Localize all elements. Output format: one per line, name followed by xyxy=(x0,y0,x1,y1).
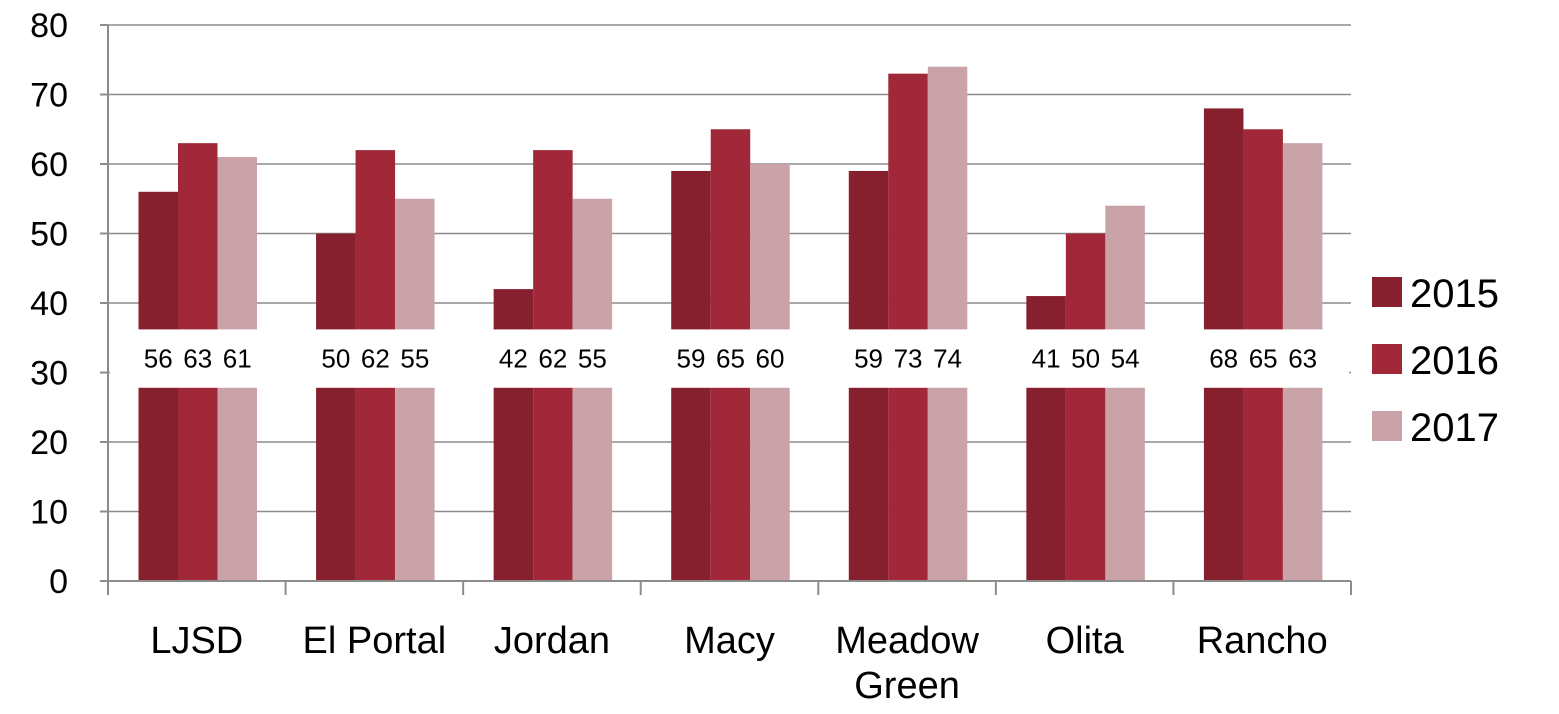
data-label: 55 xyxy=(400,344,429,374)
data-label: 42 xyxy=(499,344,528,374)
y-tick-label: 70 xyxy=(30,77,68,115)
x-tick-label: Rancho xyxy=(1197,620,1328,662)
data-label: 60 xyxy=(756,344,785,374)
y-tick-label: 0 xyxy=(49,563,68,601)
x-tick-label: LJSD xyxy=(150,620,243,662)
data-label: 59 xyxy=(677,344,706,374)
bar-2017 xyxy=(572,198,613,581)
data-label: 65 xyxy=(1249,344,1278,374)
axes xyxy=(100,24,1352,595)
bar-2016 xyxy=(1065,233,1106,581)
data-label-band: 56 63 61 50 62 55 42 62 55 59 65 60 59 73 74 41 50 54 68 65… xyxy=(110,329,1349,388)
x-tick-label: Jordan xyxy=(494,620,610,662)
data-label: 41 xyxy=(1032,344,1061,374)
labels: 0 10 20 30 40 50 60 70 80 LJSD El Portal Jordan Macy… xyxy=(30,7,1328,707)
y-tick-label: 80 xyxy=(30,7,68,45)
x-tick-label: El Portal xyxy=(303,620,447,662)
data-label: 63 xyxy=(183,344,212,374)
data-label: 50 xyxy=(321,344,350,374)
data-label: 65 xyxy=(716,344,745,374)
legend-label-2016: 2016 xyxy=(1410,339,1499,383)
y-tick-label: 30 xyxy=(30,355,68,393)
data-label: 61 xyxy=(223,344,252,374)
bar-2015 xyxy=(316,233,356,581)
data-label: 62 xyxy=(538,344,567,374)
bar-2016 xyxy=(888,73,928,582)
legend-label-2015: 2015 xyxy=(1410,272,1499,316)
bar-2017 xyxy=(1105,205,1145,581)
x-tick-label: Macy xyxy=(684,620,775,662)
data-label: 50 xyxy=(1071,344,1100,374)
data-label: 56 xyxy=(144,344,173,374)
data-label: 68 xyxy=(1209,344,1238,374)
bar-2017 xyxy=(927,66,968,581)
data-label: 59 xyxy=(854,344,883,374)
y-tick-label: 50 xyxy=(30,216,68,254)
x-tick-label: Olita xyxy=(1046,620,1125,662)
y-tick-label: 60 xyxy=(30,146,68,184)
data-label: 55 xyxy=(578,344,607,374)
legend-swatch-2017 xyxy=(1372,411,1402,441)
data-label: 63 xyxy=(1288,344,1317,374)
y-tick-label: 40 xyxy=(30,285,68,323)
x-tick-label: Meadow Green xyxy=(835,620,979,707)
data-label: 73 xyxy=(894,344,923,374)
legend-label-2017: 2017 xyxy=(1410,406,1499,450)
legend-swatch-2015 xyxy=(1372,277,1402,307)
y-tick-label: 10 xyxy=(30,494,68,532)
data-label: 62 xyxy=(361,344,390,374)
bars xyxy=(138,66,1323,582)
data-label: 54 xyxy=(1111,344,1140,374)
data-label-band-bg xyxy=(110,329,1349,388)
y-tick-label: 20 xyxy=(30,424,68,462)
legend: 2015 2016 2017 xyxy=(1372,272,1499,450)
data-label: 74 xyxy=(933,344,962,374)
bar-2017 xyxy=(395,198,435,581)
legend-swatch-2016 xyxy=(1372,344,1402,374)
